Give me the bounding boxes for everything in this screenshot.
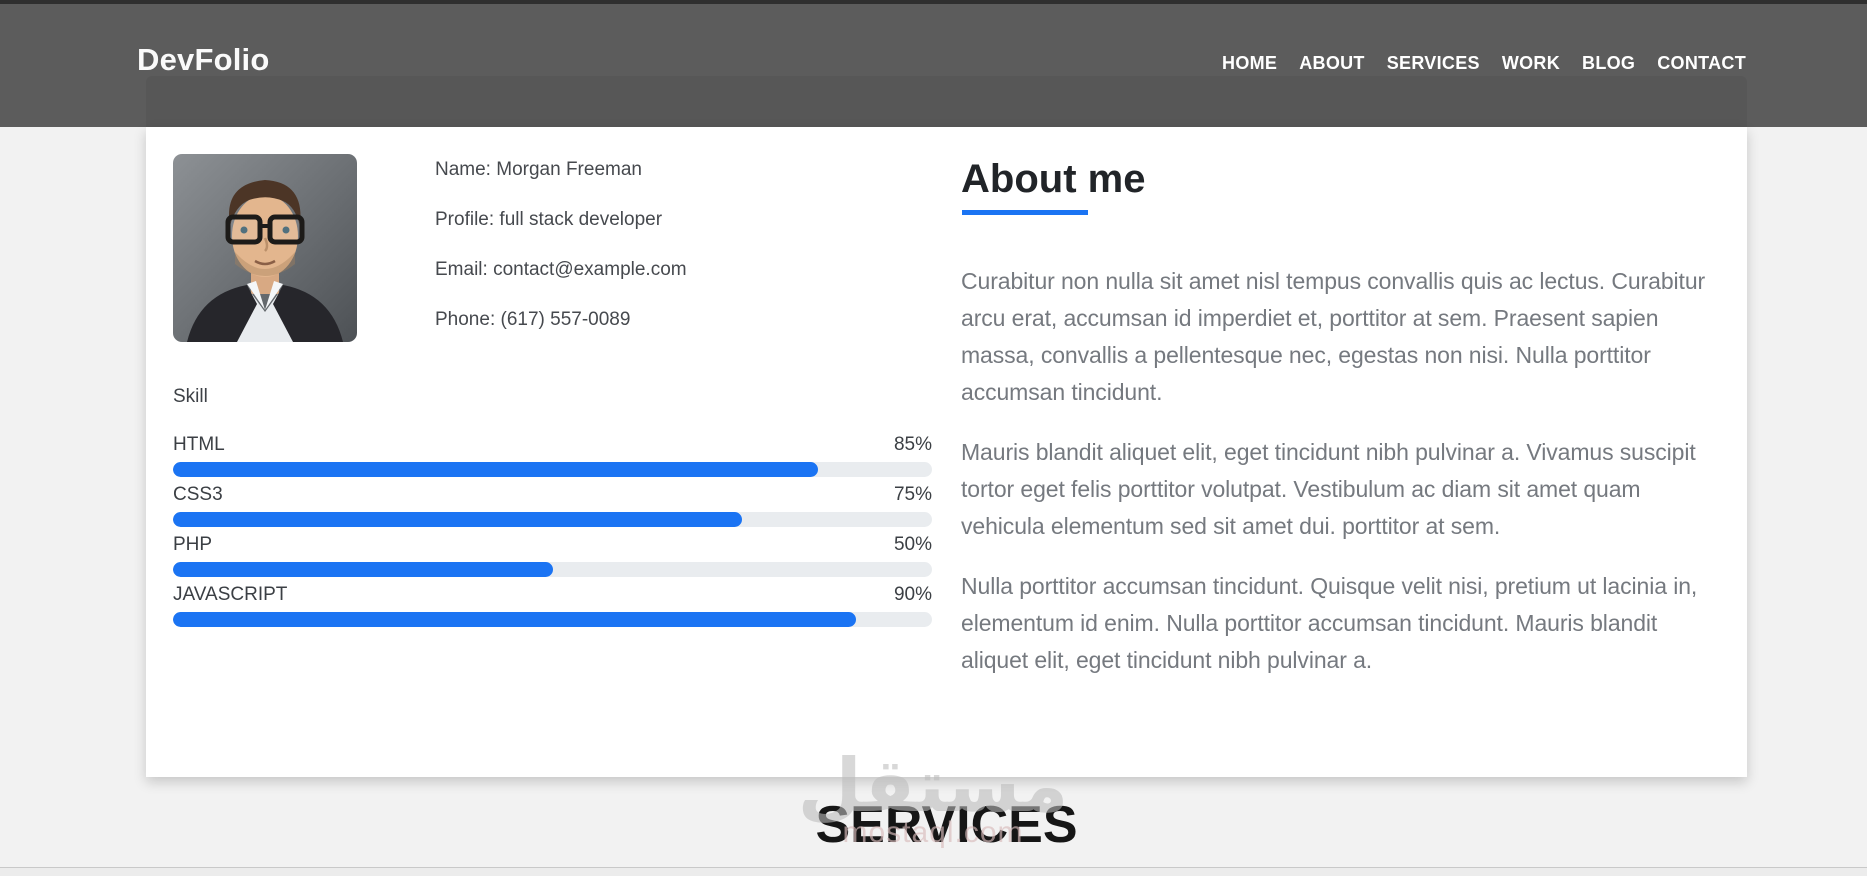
skills-heading: Skill	[173, 386, 208, 407]
nav-item-about[interactable]: ABOUT	[1299, 53, 1365, 73]
card-top-shadow	[146, 76, 1747, 127]
profile-role-line: Profile: full stack developer	[435, 209, 663, 230]
skill-label: PHP	[173, 534, 213, 555]
about-card: Name: Morgan Freeman Profile: full stack…	[146, 127, 1747, 777]
skill-progress-fill	[173, 462, 819, 477]
skill-row: CSS3 75%	[173, 485, 932, 527]
about-paragraph: Nulla porttitor accumsan tincidunt. Quis…	[961, 573, 1698, 673]
nav-item-contact[interactable]: CONTACT	[1657, 53, 1746, 73]
main-nav: HOME ABOUT SERVICES WORK BLOG CONTACT	[1222, 53, 1746, 74]
nav-item-blog[interactable]: BLOG	[1582, 53, 1636, 73]
header-top-strip	[0, 0, 1867, 4]
skill-progress-track	[173, 462, 932, 477]
profile-name-line: Name: Morgan Freeman	[435, 159, 642, 180]
skill-percent: 50%	[893, 534, 932, 555]
title-underline-accent	[962, 210, 1088, 215]
skill-progress-track	[173, 612, 932, 627]
nav-item-services[interactable]: SERVICES	[1386, 53, 1480, 73]
nav-item-home[interactable]: HOME	[1222, 53, 1278, 73]
skill-label: HTML	[173, 434, 225, 455]
window-bottom-edge	[0, 867, 1867, 876]
skill-progress-track	[173, 562, 932, 577]
about-paragraph: Curabitur non nulla sit amet nisl tempus…	[961, 268, 1706, 405]
nav-item-work[interactable]: WORK	[1501, 53, 1561, 73]
about-paragraphs: Curabitur non nulla sit amet nisl tempus…	[961, 263, 1716, 702]
skill-row: PHP 50%	[173, 535, 932, 577]
portrait-illustration	[173, 154, 357, 342]
services-section-title: SERVICES	[815, 796, 1078, 854]
skill-percent: 90%	[893, 584, 932, 605]
skill-percent: 85%	[893, 434, 932, 455]
skill-progress-fill	[173, 562, 553, 577]
skill-progress-fill	[173, 512, 743, 527]
brand-logo[interactable]: DevFolio	[137, 42, 270, 77]
skill-percent: 75%	[893, 484, 932, 505]
skill-row: JAVASCRIPT 90%	[173, 585, 932, 627]
profile-photo	[173, 154, 357, 342]
profile-phone-line: Phone: (617) 557-0089	[435, 309, 631, 330]
skill-progress-track	[173, 512, 932, 527]
profile-email-line: Email: contact@example.com	[435, 259, 687, 280]
about-title: About me	[961, 157, 1146, 201]
skill-progress-fill	[173, 612, 857, 627]
skill-label: JAVASCRIPT	[173, 584, 288, 605]
about-paragraph: Mauris blandit aliquet elit, eget tincid…	[961, 439, 1696, 539]
skill-label: CSS3	[173, 484, 223, 505]
site-header: DevFolio HOME ABOUT SERVICES WORK BLOG C…	[0, 0, 1867, 127]
skill-row: HTML 85%	[173, 435, 932, 477]
